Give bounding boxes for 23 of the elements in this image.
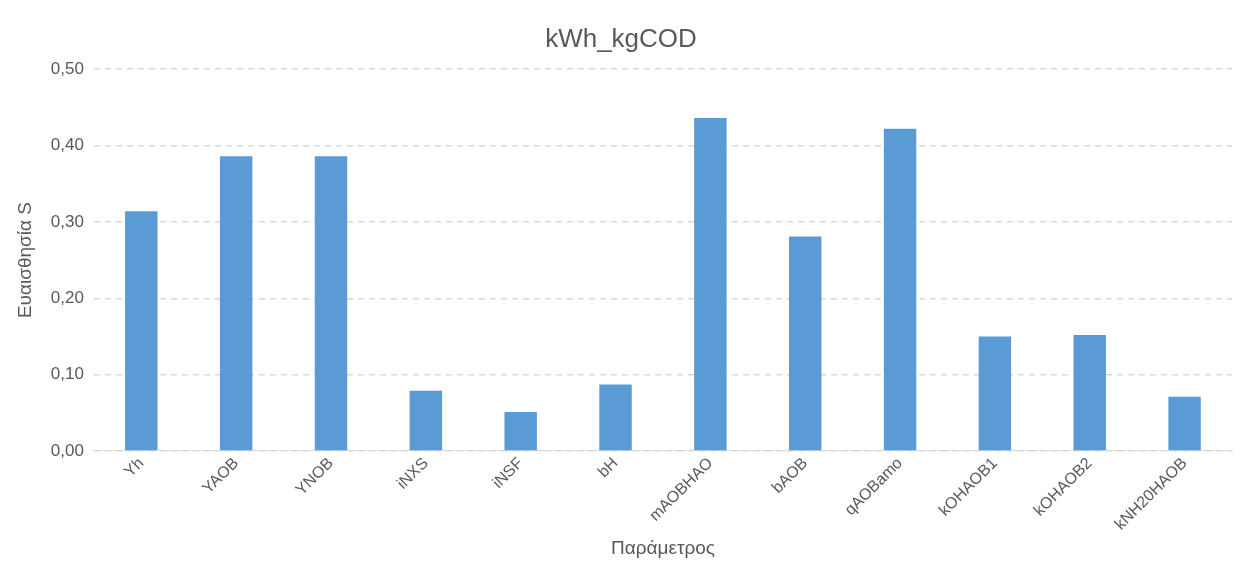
chart-title: kWh_kgCOD: [545, 22, 697, 53]
bar: [1073, 334, 1106, 451]
y-tick-label: 0,00: [50, 440, 84, 460]
bar: [1168, 396, 1201, 451]
bar: [219, 156, 253, 451]
x-tick-label: bH: [594, 453, 621, 481]
y-axis-title: Ευαισθησία S: [13, 202, 35, 319]
bar: [599, 384, 632, 451]
bar: [883, 128, 917, 451]
x-axis-title: Παράμετρος: [610, 536, 715, 558]
y-tick-label: 0,30: [50, 211, 84, 231]
bar: [694, 118, 727, 451]
bar: [504, 412, 537, 451]
y-tick-label: 0,10: [50, 364, 84, 384]
y-tick-label: 0,40: [50, 135, 84, 155]
bar: [125, 211, 158, 451]
bar: [788, 236, 822, 451]
y-tick-label: 0,50: [50, 58, 84, 78]
y-tick-label: 0,20: [50, 287, 84, 307]
bar: [314, 156, 348, 451]
bar: [978, 336, 1012, 451]
x-tick-label: Yh: [120, 453, 147, 480]
bar: [409, 390, 443, 451]
